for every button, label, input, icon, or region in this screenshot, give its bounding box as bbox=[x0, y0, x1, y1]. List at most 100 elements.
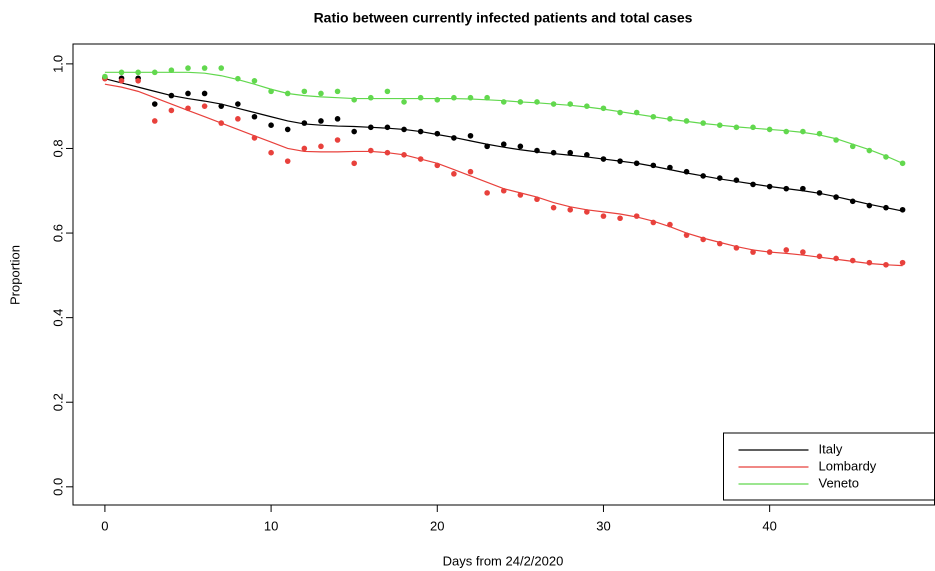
point bbox=[517, 99, 524, 105]
point bbox=[700, 173, 706, 179]
point bbox=[517, 143, 524, 150]
point bbox=[368, 124, 374, 131]
point bbox=[617, 109, 623, 116]
point bbox=[168, 67, 175, 74]
point bbox=[451, 171, 457, 177]
point bbox=[434, 97, 441, 103]
point bbox=[584, 152, 590, 158]
point bbox=[284, 90, 291, 97]
point bbox=[118, 69, 125, 76]
point bbox=[218, 120, 225, 126]
point bbox=[284, 126, 291, 133]
point bbox=[833, 194, 839, 200]
point bbox=[351, 97, 357, 103]
point bbox=[318, 118, 324, 124]
point bbox=[401, 99, 407, 105]
point bbox=[550, 204, 557, 211]
point bbox=[218, 65, 225, 71]
point bbox=[750, 124, 756, 131]
point bbox=[500, 141, 507, 148]
point bbox=[617, 158, 623, 164]
point bbox=[716, 122, 723, 129]
point bbox=[235, 116, 241, 122]
point bbox=[866, 202, 873, 209]
point bbox=[118, 77, 125, 84]
point bbox=[800, 128, 806, 135]
point bbox=[301, 145, 308, 152]
point bbox=[351, 128, 357, 135]
x-tick-label: 20 bbox=[430, 518, 444, 533]
y-tick-label: 0.6 bbox=[50, 224, 65, 242]
point bbox=[301, 120, 308, 126]
point bbox=[816, 130, 823, 137]
point bbox=[899, 160, 906, 167]
point bbox=[517, 192, 524, 198]
point bbox=[866, 259, 873, 266]
point bbox=[683, 118, 690, 124]
point bbox=[434, 130, 441, 137]
point bbox=[750, 249, 756, 255]
point bbox=[467, 132, 474, 139]
point bbox=[251, 113, 258, 120]
point bbox=[135, 69, 141, 76]
point bbox=[584, 103, 590, 109]
point bbox=[600, 156, 607, 162]
point bbox=[467, 94, 474, 101]
point bbox=[816, 190, 823, 196]
point bbox=[334, 116, 341, 122]
point bbox=[384, 124, 391, 131]
point bbox=[733, 124, 740, 131]
point bbox=[151, 101, 158, 107]
point bbox=[650, 113, 657, 120]
point bbox=[766, 183, 773, 190]
point bbox=[600, 105, 607, 112]
point bbox=[434, 162, 441, 169]
point bbox=[567, 149, 574, 156]
point bbox=[899, 206, 906, 213]
point bbox=[351, 160, 357, 167]
point bbox=[284, 158, 291, 164]
point bbox=[550, 101, 557, 107]
point bbox=[783, 185, 790, 192]
point bbox=[251, 135, 258, 141]
point bbox=[251, 77, 258, 84]
point bbox=[833, 137, 839, 143]
point bbox=[334, 137, 341, 143]
point bbox=[800, 249, 806, 255]
point bbox=[201, 90, 208, 97]
point bbox=[700, 236, 706, 243]
point bbox=[534, 196, 540, 203]
point bbox=[849, 257, 856, 264]
x-tick-label: 10 bbox=[264, 518, 278, 533]
point bbox=[185, 105, 191, 112]
point bbox=[617, 215, 623, 222]
point bbox=[766, 126, 773, 133]
point bbox=[451, 135, 457, 141]
point bbox=[866, 147, 873, 154]
point bbox=[633, 160, 640, 167]
point bbox=[667, 164, 673, 171]
point bbox=[484, 190, 490, 196]
fit-line bbox=[104, 83, 903, 267]
point bbox=[733, 177, 740, 183]
point bbox=[600, 213, 607, 219]
point bbox=[401, 152, 407, 158]
legend-label: Lombardy bbox=[819, 458, 877, 473]
point bbox=[368, 94, 374, 101]
point bbox=[683, 168, 690, 175]
point bbox=[650, 219, 657, 226]
y-tick-label: 0.4 bbox=[50, 309, 65, 327]
point bbox=[633, 109, 640, 116]
x-tick-label: 30 bbox=[596, 518, 610, 533]
point bbox=[185, 65, 191, 71]
x-tick-label: 0 bbox=[101, 518, 108, 533]
point bbox=[168, 92, 175, 99]
point bbox=[500, 99, 507, 105]
point bbox=[484, 94, 490, 101]
point bbox=[417, 94, 424, 101]
point bbox=[899, 259, 906, 266]
point bbox=[567, 206, 574, 213]
point bbox=[384, 88, 391, 95]
point bbox=[849, 198, 856, 205]
